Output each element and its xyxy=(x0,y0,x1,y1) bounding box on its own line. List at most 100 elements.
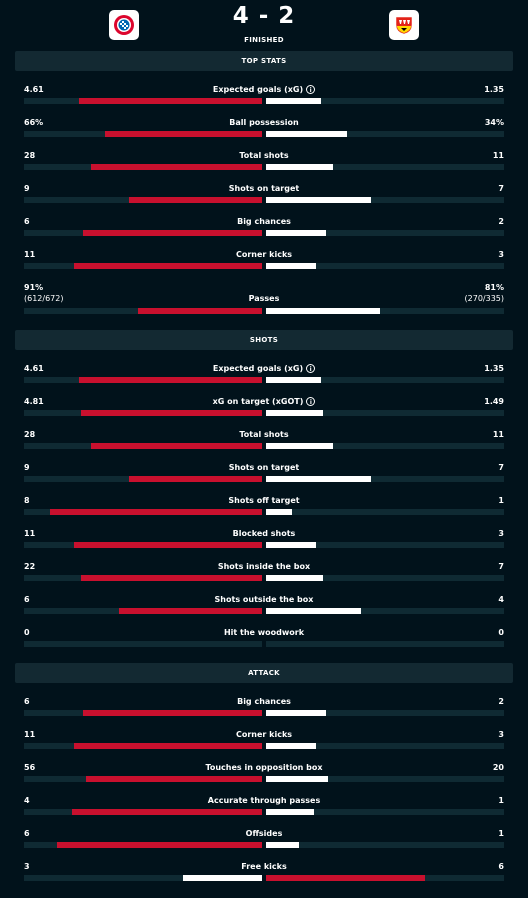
home-stat-value: 6 xyxy=(24,595,30,604)
away-stat-value: 3 xyxy=(498,250,504,259)
stat-label-text: Ball possession xyxy=(229,118,299,127)
stat-label: Accurate through passes xyxy=(0,795,528,806)
away-stat-bar xyxy=(266,776,328,782)
away-stat-track xyxy=(266,443,504,449)
stat-label: Shots on target xyxy=(0,183,528,194)
home-stat-bar xyxy=(74,542,262,548)
away-stat-track xyxy=(266,641,504,647)
home-stat-value: 91% xyxy=(24,283,44,292)
away-stat-track xyxy=(266,410,504,416)
stat-label-text: xG on target (xGOT) xyxy=(212,397,304,406)
away-stat-value: 34% xyxy=(484,118,504,127)
stat-label: Ball possession xyxy=(0,117,528,128)
stat-label-text: Big chances xyxy=(237,217,291,226)
away-stat-track xyxy=(266,263,504,269)
home-team-logo[interactable] xyxy=(109,10,139,40)
stat-label-text: Total shots xyxy=(239,151,289,160)
home-stat-bar xyxy=(74,743,262,749)
away-stat-bar xyxy=(266,131,347,137)
home-stat-track xyxy=(24,710,262,716)
stat-label-text: Blocked shots xyxy=(232,529,296,538)
home-stat-value: 3 xyxy=(24,862,30,871)
home-stat-track xyxy=(24,476,262,482)
away-stat-track xyxy=(266,710,504,716)
stat-label: Big chances xyxy=(0,216,528,227)
home-stat-value: 66% xyxy=(24,118,44,127)
home-stat-bar xyxy=(119,608,262,614)
home-stat-track xyxy=(24,575,262,581)
away-stat-value: 1 xyxy=(498,829,504,838)
away-stat-value: 1.35 xyxy=(484,85,504,94)
stat-label: Expected goals (xG) i xyxy=(0,84,528,95)
away-stat-bar xyxy=(266,98,321,104)
info-icon[interactable]: i xyxy=(306,364,316,373)
away-stat-value: 2 xyxy=(498,217,504,226)
away-stat-bar xyxy=(266,308,380,314)
match-header: 4 - 2 FINISHED xyxy=(0,0,528,48)
away-stat-value: 7 xyxy=(498,463,504,472)
stat-label: Touches in opposition box xyxy=(0,762,528,773)
away-stat-bar xyxy=(266,575,323,581)
home-stat-value: 8 xyxy=(24,496,30,505)
away-stat-bar xyxy=(266,608,361,614)
away-stat-value: 3 xyxy=(498,529,504,538)
away-stat-track xyxy=(266,476,504,482)
stat-label: xG on target (xGOT) i xyxy=(0,396,528,407)
away-stat-track xyxy=(266,542,504,548)
stat-label: Free kicks xyxy=(0,861,528,872)
away-stat-bar xyxy=(266,842,299,848)
stat-label: Offsides xyxy=(0,828,528,839)
stat-label-text: Free kicks xyxy=(241,862,287,871)
match-status: FINISHED xyxy=(244,36,284,44)
away-stat-track xyxy=(266,230,504,236)
home-stat-track xyxy=(24,875,262,881)
home-stat-value: 11 xyxy=(24,730,36,739)
stat-label-text: Expected goals (xG) xyxy=(212,364,304,373)
home-stat-bar xyxy=(129,197,262,203)
info-icon[interactable]: i xyxy=(306,85,316,94)
away-stat-bar xyxy=(266,263,316,269)
home-stat-bar xyxy=(91,164,262,170)
stat-label-text: Big chances xyxy=(237,697,291,706)
away-stat-bar xyxy=(266,197,371,203)
away-team-logo[interactable] xyxy=(389,10,419,40)
home-score: 4 xyxy=(232,3,250,29)
home-stat-track xyxy=(24,542,262,548)
stat-label-text: Shots inside the box xyxy=(217,562,311,571)
away-stat-bar xyxy=(266,230,326,236)
home-stat-bar xyxy=(81,410,262,416)
home-stat-track xyxy=(24,377,262,383)
stat-label-text: Accurate through passes xyxy=(207,796,321,805)
match-score: 4 - 2 xyxy=(0,3,528,29)
stat-label: Corner kicks xyxy=(0,249,528,260)
stat-label-text: Expected goals (xG) xyxy=(212,85,304,94)
away-stat-value: 0 xyxy=(498,628,504,637)
away-stat-track xyxy=(266,509,504,515)
home-stat-subvalue: (612/672) xyxy=(24,294,64,303)
stat-label-text: Corner kicks xyxy=(235,730,293,739)
stat-label: Hit the woodwork xyxy=(0,627,528,638)
away-stat-bar xyxy=(266,809,314,815)
home-stat-bar xyxy=(129,476,262,482)
away-stat-track xyxy=(266,575,504,581)
away-stat-bar xyxy=(266,476,371,482)
away-stat-bar xyxy=(266,164,333,170)
stat-label: Total shots xyxy=(0,150,528,161)
score-separator: - xyxy=(258,3,270,29)
away-stat-value: 81% xyxy=(484,283,504,292)
stat-label-text: Corner kicks xyxy=(235,250,293,259)
home-stat-bar xyxy=(57,842,262,848)
info-icon[interactable]: i xyxy=(306,397,316,406)
away-stat-track xyxy=(266,131,504,137)
home-stat-track xyxy=(24,842,262,848)
stat-label: Shots outside the box xyxy=(0,594,528,605)
stat-label-text: Shots on target xyxy=(228,463,300,472)
stat-label: Blocked shots xyxy=(0,528,528,539)
stat-label-text: Hit the woodwork xyxy=(223,628,305,637)
away-stat-value: 11 xyxy=(492,151,504,160)
away-stat-value: 1.35 xyxy=(484,364,504,373)
away-stat-value: 3 xyxy=(498,730,504,739)
stat-label-text: Shots outside the box xyxy=(214,595,314,604)
home-stat-bar xyxy=(83,230,262,236)
home-stat-value: 11 xyxy=(24,529,36,538)
